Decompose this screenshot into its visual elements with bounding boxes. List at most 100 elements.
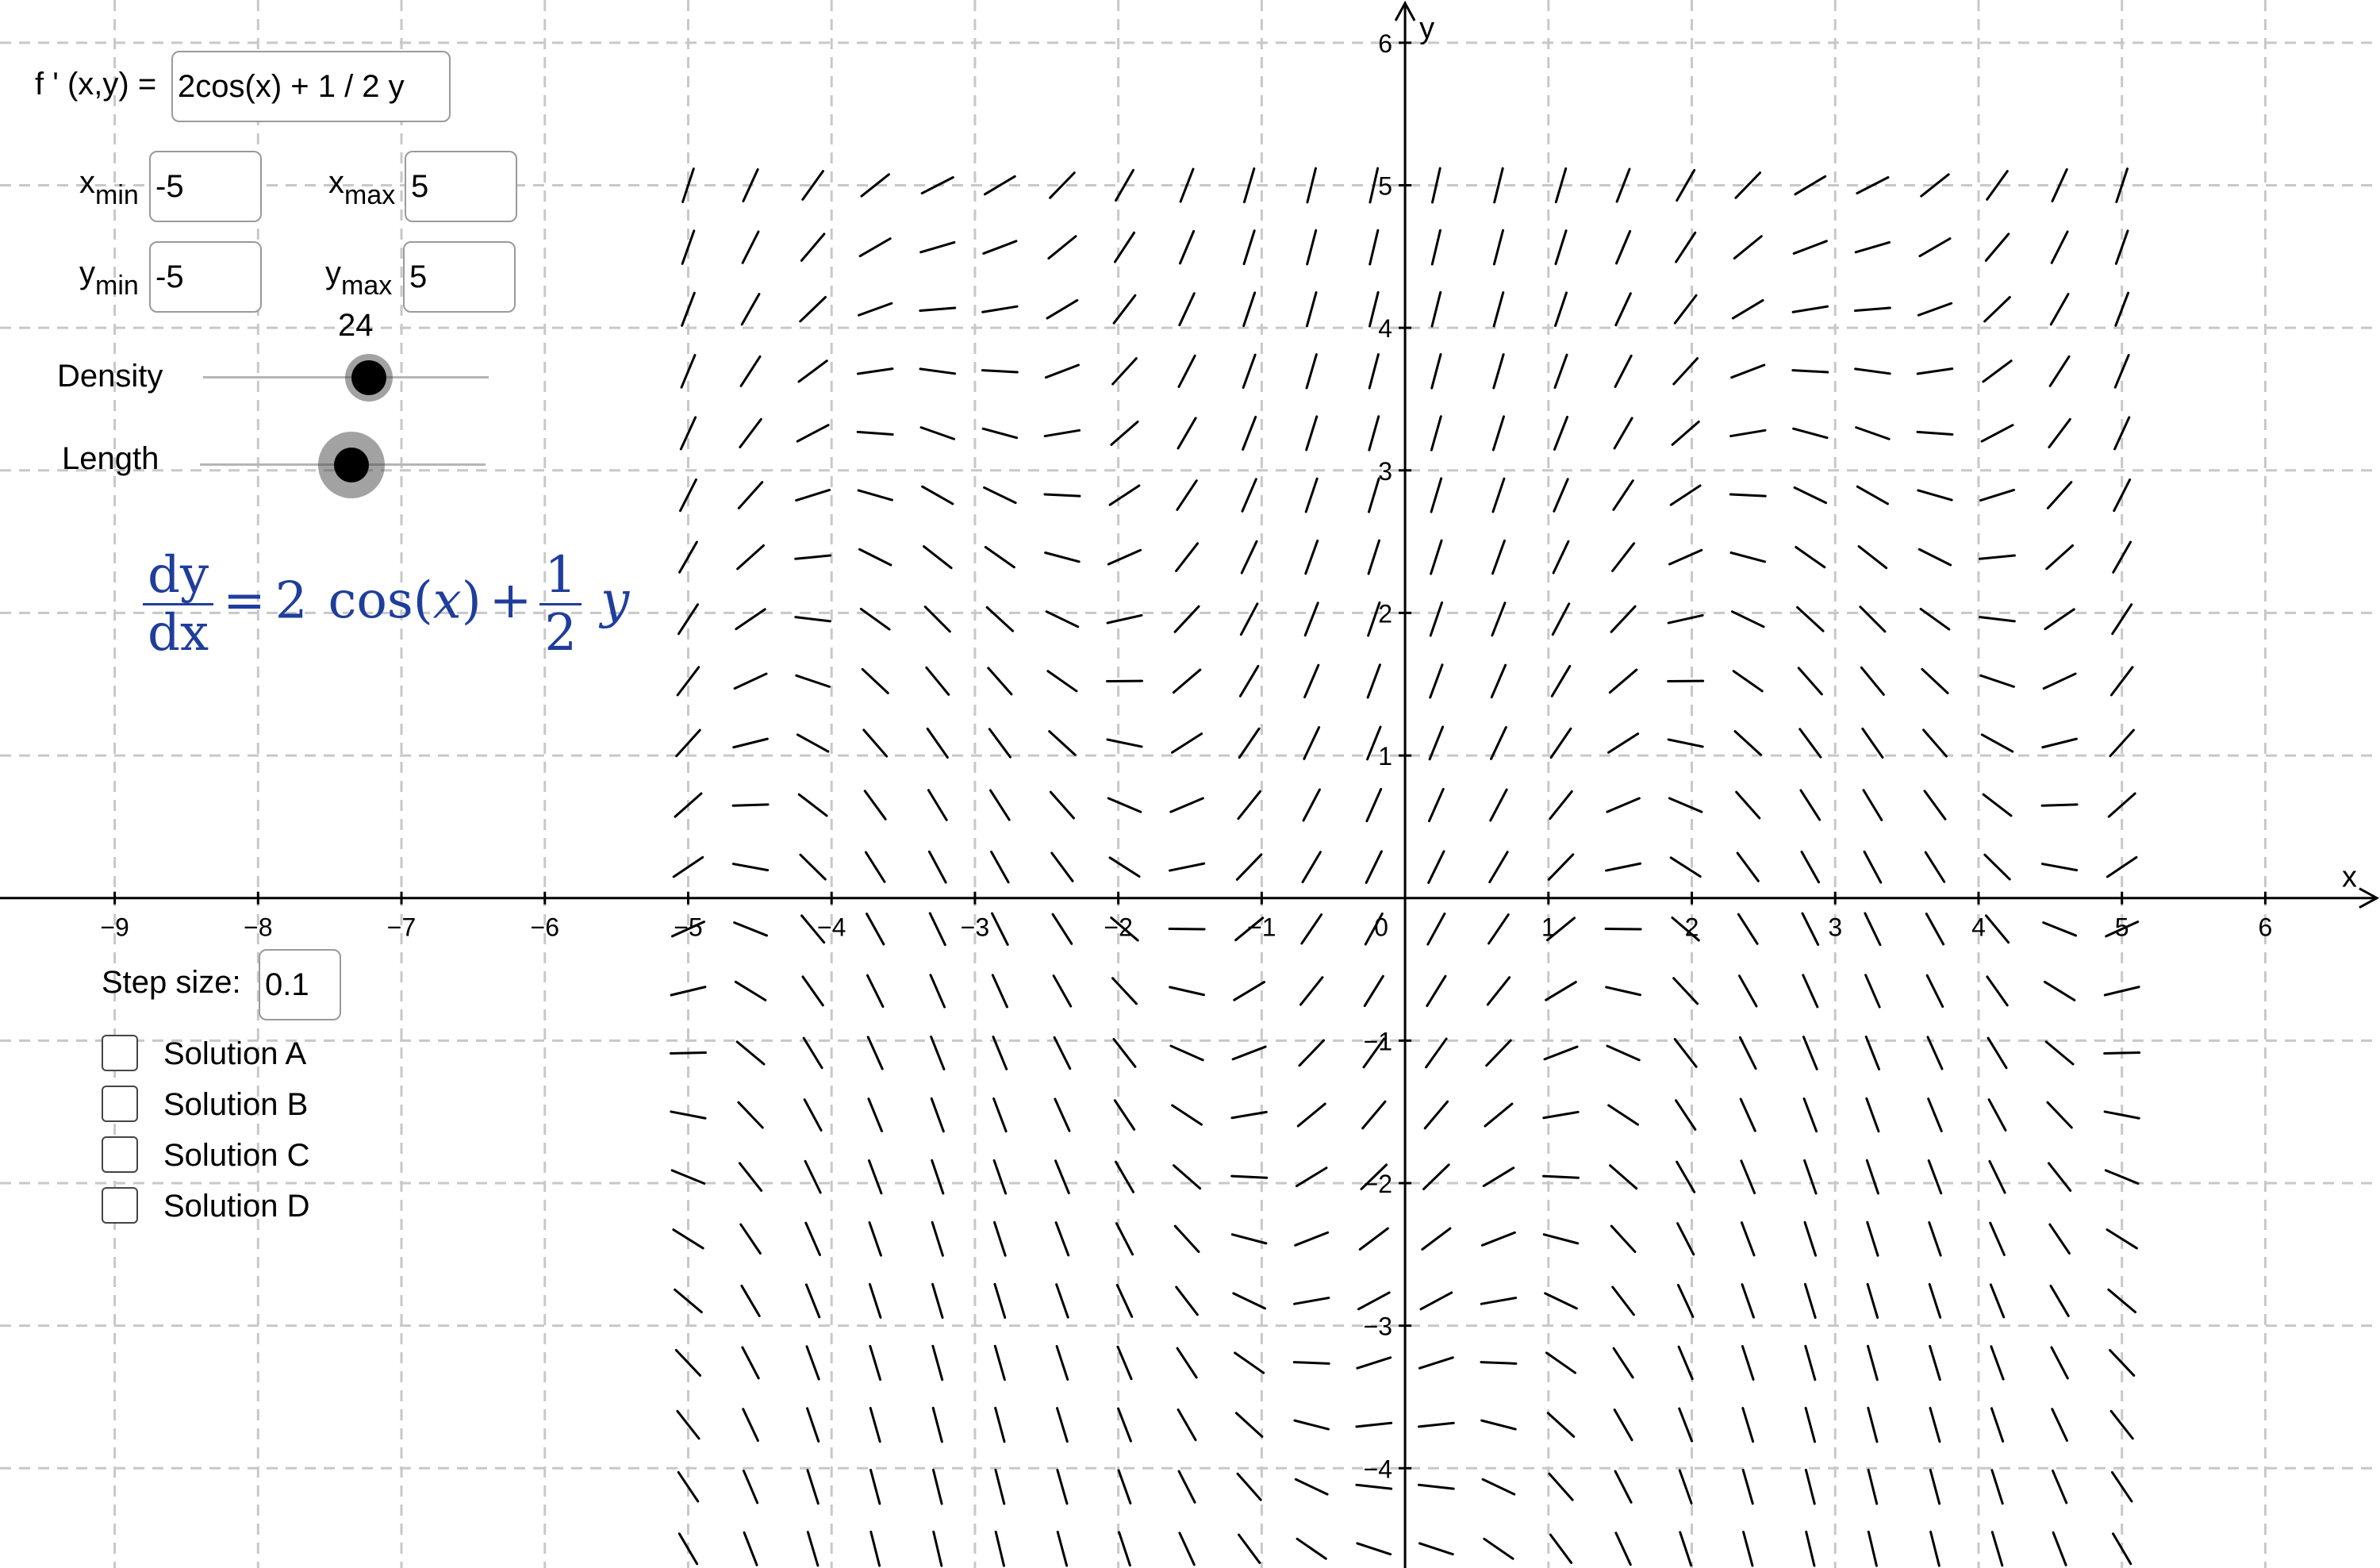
slope-segment (991, 974, 1008, 1009)
slope-segment (680, 354, 697, 389)
slope-segment (2042, 921, 2078, 937)
slope-segment (676, 666, 701, 697)
slope-segment (741, 1346, 760, 1380)
slope-segment (868, 1220, 882, 1257)
solution-d-label[interactable]: Solution D (163, 1189, 310, 1224)
slope-segment (2115, 167, 2129, 203)
slope-segment (1238, 727, 1261, 759)
slope-segment (1980, 733, 2014, 753)
slope-segment (2114, 229, 2129, 265)
slope-segment (1237, 790, 1261, 821)
slope-segment (1979, 554, 2016, 560)
function-label: f ' (x,y) = (35, 67, 157, 102)
slope-segment (1923, 790, 1947, 821)
slope-segment (1673, 294, 1698, 325)
slope-segment (743, 1531, 758, 1566)
y-tick-label: −3 (1364, 1312, 1392, 1341)
slope-segment (1049, 790, 1076, 820)
slope-segment (802, 1036, 823, 1070)
slope-segment (794, 616, 831, 623)
slope-segment (927, 789, 948, 821)
slope-segment (1305, 415, 1319, 452)
slope-segment (1732, 670, 1764, 693)
slope-segment (989, 789, 1011, 821)
slope-segment (1043, 493, 1081, 498)
slope-segment (1542, 1233, 1580, 1245)
slope-segment (869, 1406, 881, 1443)
slope-segment (1055, 1283, 1069, 1319)
slope-segment (928, 912, 946, 947)
slope-segment (1856, 176, 1890, 195)
step-size-input[interactable]: 0.1 (259, 949, 341, 1020)
slope-segment (858, 548, 892, 567)
ymin-input[interactable]: -5 (149, 241, 262, 313)
slope-segment (796, 733, 830, 753)
solution-c-checkbox[interactable] (102, 1136, 138, 1173)
slope-segment (1490, 726, 1507, 760)
slope-segment (1303, 726, 1321, 760)
slope-segment (930, 1036, 946, 1070)
slope-segment (735, 1040, 766, 1066)
slope-segment (1230, 1233, 1268, 1245)
solution-d-checkbox[interactable] (102, 1187, 138, 1224)
slope-segment (742, 1469, 759, 1505)
y-tick-label: 1 (1378, 742, 1392, 771)
slope-segment (1615, 229, 1632, 265)
slope-segment (1736, 851, 1760, 882)
slope-segment (1921, 667, 1949, 694)
function-input[interactable]: 2cos(x) + 1 / 2 y (171, 51, 451, 122)
slope-segment (1366, 663, 1381, 699)
slope-segment (1737, 974, 1758, 1008)
solution-c-label[interactable]: Solution C (163, 1138, 310, 1173)
slope-segment (2048, 417, 2071, 449)
slope-segment (1430, 477, 1443, 513)
slope-segment (1854, 240, 1891, 254)
xmin-input[interactable]: -5 (149, 151, 262, 222)
slope-segment (1611, 542, 1636, 573)
slope-segment (1368, 167, 1380, 204)
solution-b-label[interactable]: Solution B (163, 1087, 309, 1122)
slope-segment (738, 1162, 763, 1192)
slope-segment (861, 667, 889, 694)
slope-segment (1929, 1344, 1941, 1382)
slope-segment (2106, 855, 2138, 878)
slope-segment (1986, 170, 2009, 201)
slope-segment (1864, 1036, 1881, 1070)
slope-segment (981, 427, 1019, 440)
slope-segment (1925, 913, 1945, 946)
length-slider-handle[interactable] (317, 432, 385, 498)
solution-a-label[interactable]: Solution A (163, 1036, 307, 1071)
slope-segment (733, 921, 768, 937)
slope-segment (1173, 1224, 1200, 1253)
slope-segment (799, 295, 827, 323)
slope-segment (1480, 1297, 1518, 1305)
slope-segment (2113, 354, 2130, 389)
slope-segment (1177, 1409, 1197, 1442)
slope-segment (1674, 1099, 1697, 1131)
slope-segment (1553, 353, 1568, 390)
slope-segment (992, 1036, 1008, 1070)
solution-a-checkbox[interactable] (102, 1035, 138, 1071)
slope-segment (2046, 1101, 2073, 1129)
slope-segment (1554, 229, 1568, 266)
slope-segment (1046, 670, 1078, 693)
slope-segment (982, 240, 1018, 255)
slope-segment (742, 1408, 759, 1442)
slope-segment (1303, 601, 1319, 637)
slope-segment (1304, 539, 1319, 575)
slope-segment (1054, 1221, 1070, 1257)
slope-segment (1179, 229, 1196, 265)
x-axis-arrow (2359, 887, 2380, 909)
slope-segment (1609, 1164, 1638, 1190)
density-slider-handle[interactable] (344, 354, 393, 402)
slope-segment (1049, 171, 1076, 199)
slope-segment (1729, 429, 1767, 438)
slope-segment (1430, 290, 1442, 328)
slope-segment (1492, 353, 1505, 390)
solution-b-checkbox[interactable] (102, 1086, 138, 1122)
ymax-input[interactable]: 5 (403, 241, 516, 313)
slope-segment (2040, 863, 2079, 872)
x-tick-label: −8 (244, 913, 272, 942)
xmax-input[interactable]: 5 (405, 151, 517, 222)
